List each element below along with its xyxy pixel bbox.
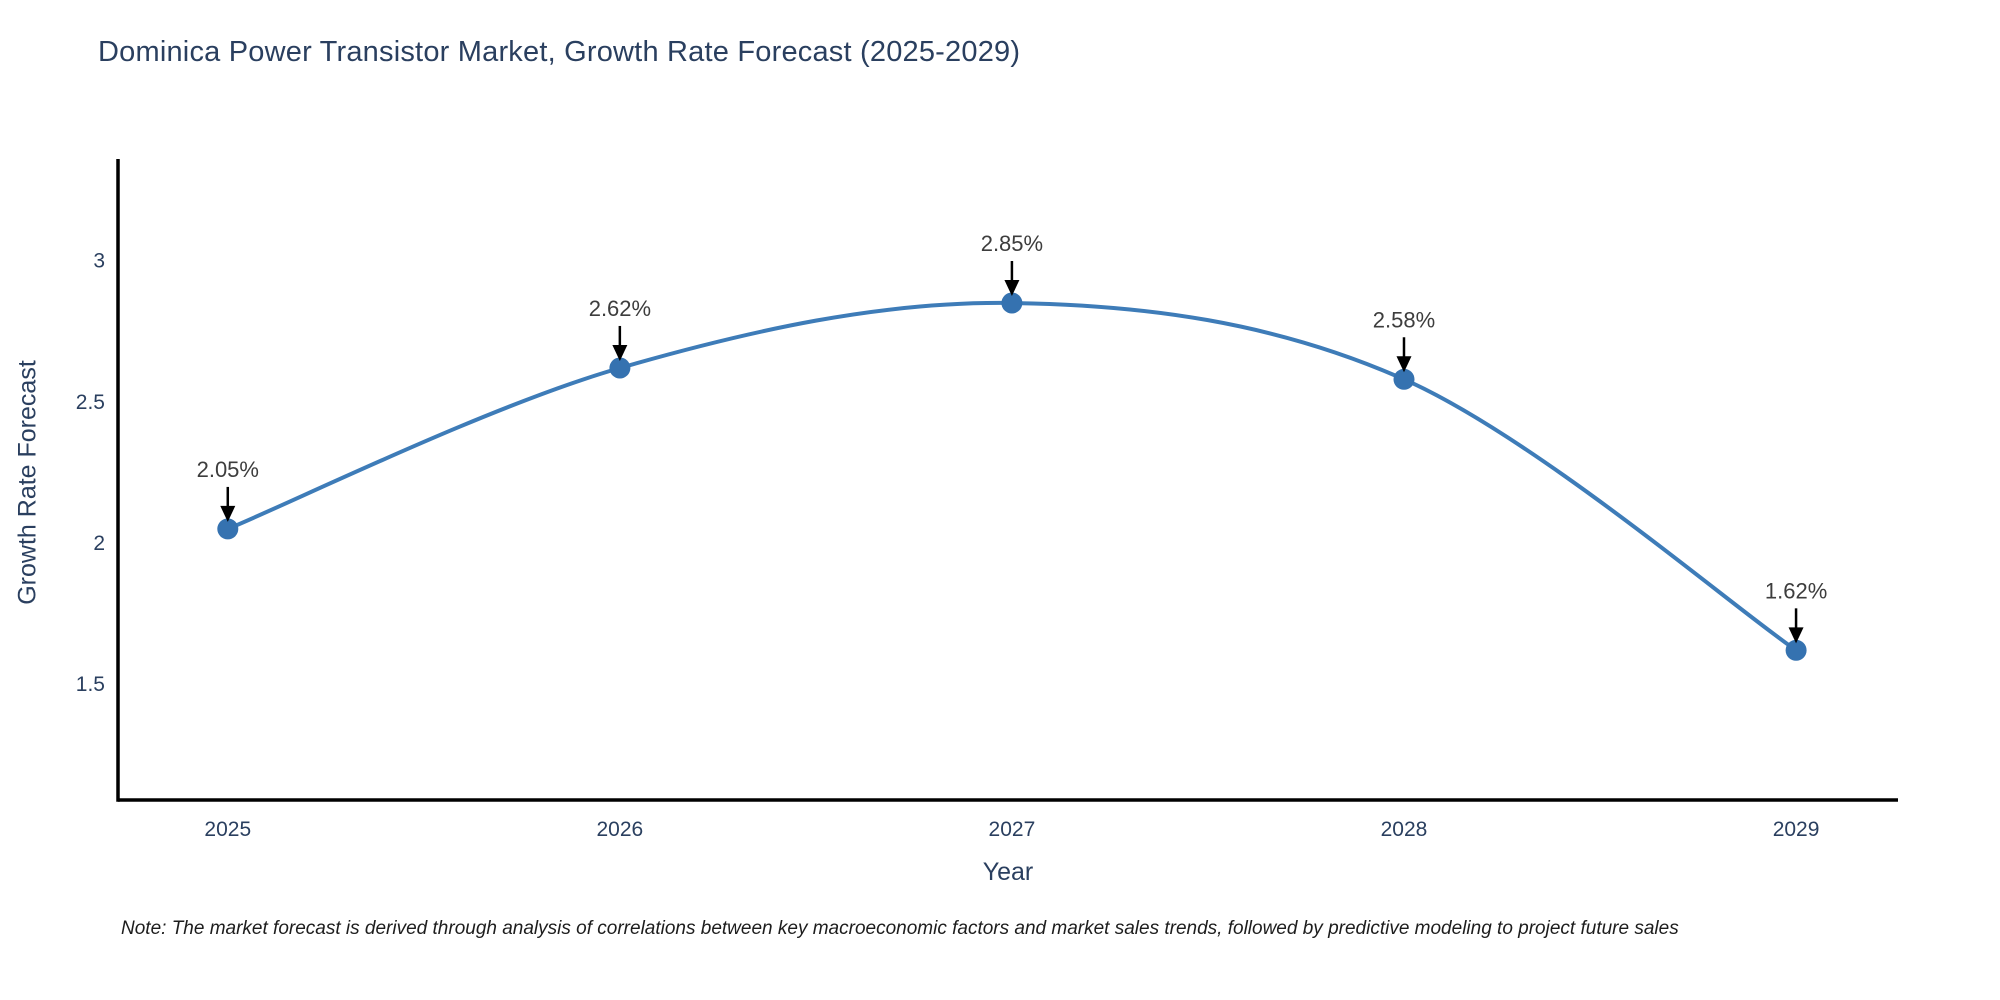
data-point-label: 2.85%	[981, 231, 1043, 256]
x-tick-label: 2028	[1381, 818, 1428, 841]
annotation-arrowhead	[1788, 627, 1804, 644]
x-tick-label: 2029	[1773, 818, 1820, 841]
y-tick-label: 2	[93, 532, 105, 555]
annotation-arrowhead	[220, 505, 236, 522]
data-point-label: 1.62%	[1765, 578, 1827, 603]
y-axis-title: Growth Rate Forecast	[13, 360, 42, 605]
chart-title: Dominica Power Transistor Market, Growth…	[98, 36, 1021, 68]
y-tick-label: 3	[93, 250, 105, 273]
x-tick-label: 2025	[204, 818, 251, 841]
y-tick-label: 1.5	[76, 673, 105, 696]
annotation-arrowhead	[1004, 280, 1020, 297]
annotation-arrowhead	[1396, 356, 1412, 373]
x-axis-title: Year	[982, 858, 1034, 886]
data-point-marker[interactable]	[1785, 639, 1807, 661]
point-annotations: 2.05% 2.62% 2.85% 2.58% 1.62%	[197, 231, 1827, 644]
data-point-marker[interactable]	[1001, 292, 1023, 314]
data-point-label: 2.58%	[1373, 307, 1435, 332]
data-point-marker[interactable]	[609, 357, 631, 379]
axes	[116, 159, 1898, 802]
line-series	[217, 292, 1807, 661]
x-tick-label: 2026	[596, 818, 643, 841]
data-point-label: 2.05%	[197, 457, 259, 482]
data-point-marker[interactable]	[1393, 368, 1415, 390]
x-tick-label: 2027	[989, 818, 1036, 841]
forecast-line	[225, 300, 1799, 653]
data-point-label: 2.62%	[589, 296, 651, 321]
annotation-arrowhead	[612, 344, 628, 361]
y-tick-label: 2.5	[76, 391, 105, 414]
chart-footnote: Note: The market forecast is derived thr…	[121, 918, 1679, 939]
data-point-marker[interactable]	[217, 518, 239, 540]
tick-labels: 1.5 2 2.5 3 2025 2026 2027 2028 2029	[76, 250, 1820, 841]
